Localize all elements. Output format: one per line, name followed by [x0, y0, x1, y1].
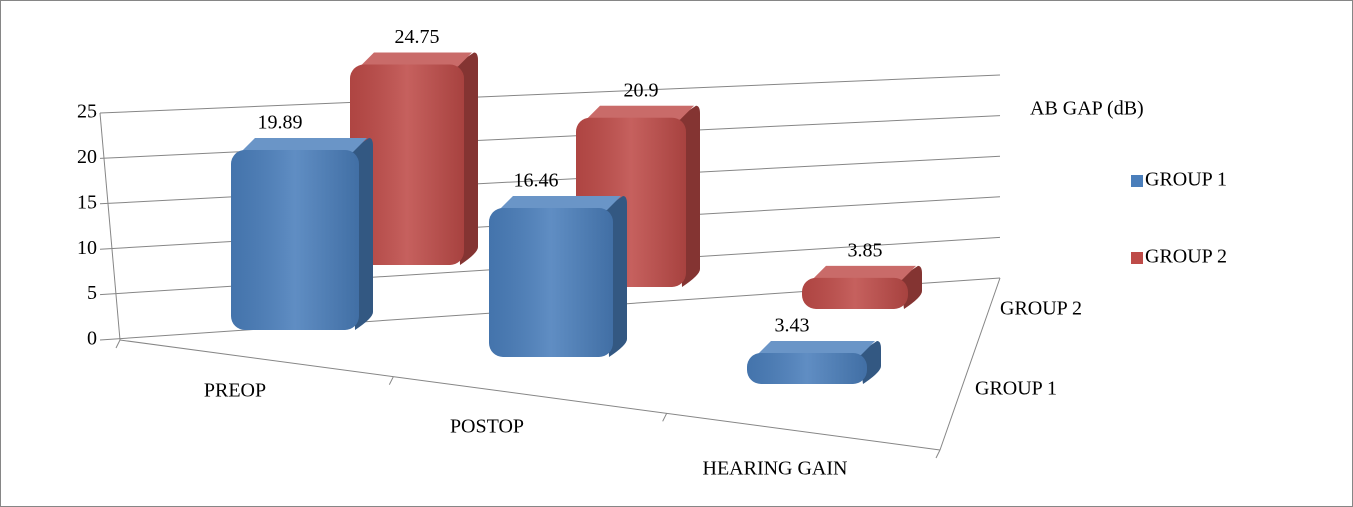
bar-top — [360, 52, 472, 67]
axis-title: AB GAP (dB) — [1030, 98, 1144, 120]
bar-top — [812, 265, 916, 280]
labels: 0 5 10 15 20 25 PREOP POSTOP HEARING GAIN GROUP 1… — [77, 26, 1227, 479]
bar-top-light — [360, 52, 472, 67]
bars — [231, 52, 922, 384]
bar-front-shade — [231, 149, 359, 330]
bar-top — [757, 340, 875, 355]
y-tick-label: 25 — [77, 101, 97, 123]
legend-swatch — [1131, 175, 1143, 187]
legend-label: GROUP 1 — [1145, 169, 1227, 191]
bar-top — [241, 137, 367, 152]
depth-label: GROUP 2 — [1000, 298, 1082, 320]
floor-right — [939, 277, 1001, 451]
y-tick-label: 10 — [77, 237, 97, 259]
x-tick-label: POSTOP — [450, 416, 524, 438]
bar — [350, 52, 478, 266]
bar-top — [499, 196, 621, 211]
x-tick — [388, 376, 394, 385]
value-label: 3.85 — [848, 239, 883, 261]
value-label: 20.9 — [624, 79, 659, 101]
bar-top-light — [586, 105, 694, 120]
bar — [747, 340, 881, 384]
bar-front-shade — [350, 64, 464, 266]
x-tick-label: PREOP — [204, 380, 266, 402]
depth-label: GROUP 1 — [975, 378, 1057, 400]
legend-label: GROUP 2 — [1145, 246, 1227, 268]
bar-top-light — [241, 137, 367, 152]
x-tick-label: HEARING GAIN — [703, 458, 848, 480]
value-label: 24.75 — [395, 26, 440, 48]
bar-top-light — [757, 340, 875, 355]
grid-line — [99, 74, 1001, 114]
value-label: 19.89 — [258, 112, 303, 134]
value-label: 3.43 — [775, 315, 810, 337]
value-label: 16.46 — [514, 170, 559, 192]
bar — [489, 196, 627, 357]
y-tick-label: 15 — [77, 191, 97, 213]
bar-top — [586, 105, 694, 120]
x-tick — [662, 413, 668, 422]
x-tick — [115, 339, 121, 349]
y-tick-label: 5 — [87, 282, 97, 304]
bar-top-light — [499, 196, 621, 211]
bar-front-shade — [489, 208, 613, 357]
y-axis — [99, 112, 121, 341]
bar-front-shade — [747, 352, 867, 384]
bar-top-light — [812, 265, 916, 280]
x-tick — [935, 449, 941, 459]
bar-front-shade — [802, 277, 908, 309]
bar — [802, 265, 922, 309]
y-tick-label: 0 — [87, 328, 97, 350]
bar — [231, 137, 373, 330]
y-tick-label: 20 — [77, 146, 97, 168]
floor-front — [119, 339, 941, 451]
legend-swatch — [1131, 252, 1143, 264]
